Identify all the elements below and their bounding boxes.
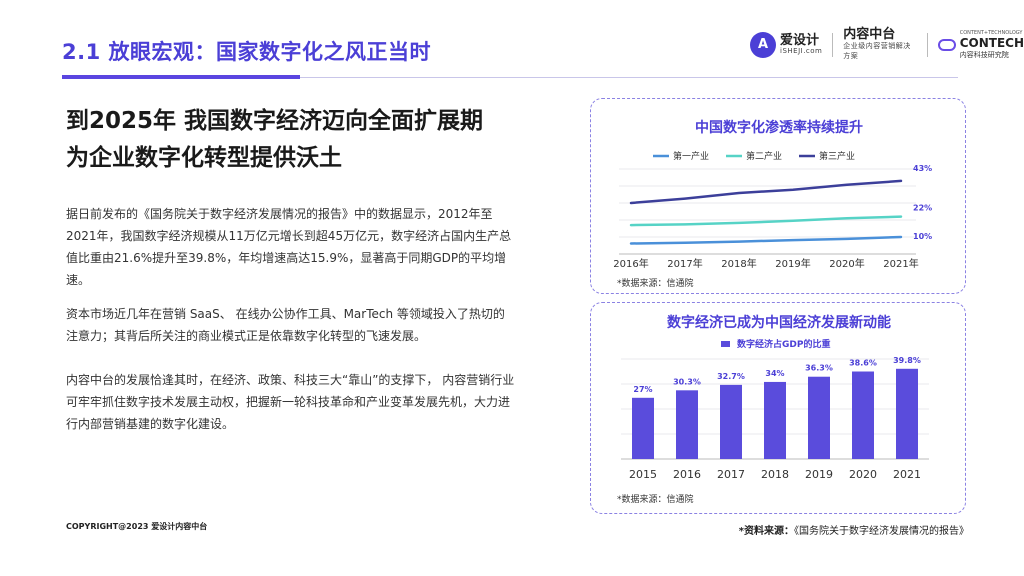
isheji-logo-icon: A bbox=[750, 31, 776, 58]
bar-value-label: 39.8% bbox=[893, 356, 921, 365]
bar bbox=[676, 390, 698, 459]
x-tick-label: 2018年 bbox=[721, 257, 756, 270]
bar-chart-card: 数字经济已成为中国经济发展新动能数字经济占GDP的比重 27% 2015 30.3% 2… bbox=[590, 302, 966, 514]
paragraph-1: 据日前发布的《国务院关于数字经济发展情况的报告》中的数据显示，2012年至202… bbox=[66, 207, 512, 287]
end-label-3: 43% bbox=[913, 164, 932, 173]
x-tick-label: 2019年 bbox=[775, 257, 810, 270]
bar-chart-source: *数据来源：信通院 bbox=[617, 493, 694, 505]
headline: 到2025年 我国数字经济迈向全面扩展期 为企业数字化转型提供沃土 bbox=[66, 103, 483, 177]
bar-value-label: 27% bbox=[633, 385, 652, 394]
bar bbox=[720, 384, 742, 459]
x-tick-label: 2021 bbox=[893, 468, 921, 481]
contech-logo-name: CONTECH bbox=[959, 35, 1024, 50]
series-line-2 bbox=[629, 215, 903, 227]
legend-label-2: 第二产业 bbox=[746, 150, 782, 162]
x-tick-label: 2021年 bbox=[883, 257, 918, 270]
end-label-2: 22% bbox=[913, 204, 932, 213]
bar bbox=[896, 368, 918, 459]
x-tick-label: 2017年 bbox=[667, 257, 702, 270]
x-tick-label: 2017 bbox=[717, 468, 745, 481]
source-label: *资料来源： bbox=[738, 526, 794, 537]
legend-label-1: 第一产业 bbox=[673, 150, 709, 162]
bar bbox=[764, 381, 786, 459]
logo-group: A 爱设计 iSHEJI.com 内容中台 企业级内容营销解决方案 CONTEN… bbox=[750, 28, 1024, 61]
bar-chart-title: 数字经济已成为中国经济发展新动能 bbox=[667, 314, 891, 331]
line-chart-source: *数据来源：信通院 bbox=[617, 277, 694, 289]
bar-value-label: 36.3% bbox=[805, 364, 833, 373]
contech-logo-sub: 内容科技研究院 bbox=[959, 50, 1009, 59]
contech-ring-icon bbox=[937, 38, 956, 51]
line-chart-title: 中国数字化渗透率持续提升 bbox=[695, 119, 863, 136]
headline-line-2: 为企业数字化转型提供沃土 bbox=[66, 145, 342, 171]
legend-label-3: 第三产业 bbox=[819, 150, 855, 162]
paragraph-3: 内容中台的发展恰逢其时，在经济、政策、科技三大“靠山”的支撑下， 内容营销行业可… bbox=[66, 373, 515, 431]
end-label-1: 10% bbox=[913, 232, 932, 241]
contech-logo: CONTENT+TECHNOLOGY CONTECH 内容科技研究院 bbox=[937, 29, 1024, 60]
x-tick-label: 2016 bbox=[673, 468, 701, 481]
x-tick-label: 2018 bbox=[761, 468, 789, 481]
line-chart-card: 中国数字化渗透率持续提升第一产业 第二产业 第三产业 2016年 2017年 2018年 2… bbox=[590, 98, 966, 294]
isheji-logo-name: 爱设计 bbox=[780, 33, 820, 48]
content-middle-logo-name: 内容中台 bbox=[843, 27, 896, 42]
contech-logo-top: CONTENT+TECHNOLOGY bbox=[959, 29, 1023, 36]
isheji-logo: A 爱设计 iSHEJI.com bbox=[750, 31, 823, 58]
bar bbox=[852, 371, 874, 459]
bar bbox=[808, 376, 830, 459]
content-middle-logo-sub: 企业级内容营销解决方案 bbox=[843, 42, 911, 60]
bar-legend-label: 数字经济占GDP的比重 bbox=[737, 338, 830, 350]
series-line-1 bbox=[629, 235, 903, 245]
logo-separator bbox=[926, 32, 928, 57]
content-middle-logo: 内容中台 企业级内容营销解决方案 bbox=[843, 28, 917, 61]
isheji-logo-domain: iSHEJI.com bbox=[780, 47, 823, 55]
copyright: COPYRIGHT@2023 爱设计内容中台 bbox=[66, 522, 208, 531]
x-tick-label: 2020 bbox=[849, 468, 877, 481]
headline-line-1: 到2025年 我国数字经济迈向全面扩展期 bbox=[66, 108, 484, 134]
series-line-3 bbox=[629, 179, 903, 205]
bar bbox=[632, 397, 654, 459]
paragraph-2: 资本市场近几年在营销 SaaS、 在线办公协作工具、MarTech 等领域投入了… bbox=[66, 307, 505, 343]
bar-value-label: 30.3% bbox=[673, 377, 701, 386]
bar-value-label: 38.6% bbox=[849, 359, 877, 368]
x-tick-label: 2020年 bbox=[829, 257, 864, 270]
title-accent-bar bbox=[62, 75, 300, 79]
x-tick-label: 2019 bbox=[805, 468, 833, 481]
bar-value-label: 32.7% bbox=[717, 372, 745, 381]
section-title: 2.1 放眼宏观：国家数字化之风正当时 bbox=[62, 40, 432, 64]
source-note: *资料来源：《国务院关于数字经济发展情况的报告》 bbox=[739, 522, 969, 537]
source-text: 《国务院关于数字经济发展情况的报告》 bbox=[794, 526, 969, 537]
title-divider bbox=[300, 77, 958, 78]
logo-separator bbox=[832, 32, 834, 57]
x-tick-label: 2016年 bbox=[613, 257, 648, 270]
x-tick-label: 2015 bbox=[629, 468, 657, 481]
bar-legend-swatch bbox=[721, 341, 730, 347]
bar-value-label: 34% bbox=[765, 369, 784, 378]
